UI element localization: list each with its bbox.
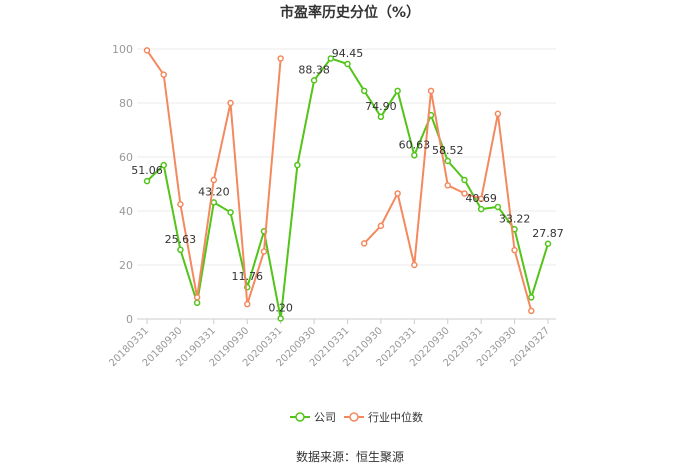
y-tick-label: 80 [119, 97, 133, 110]
data-label: 43.20 [198, 185, 230, 198]
data-label: 60.63 [399, 138, 431, 151]
data-point-industry-median [494, 110, 502, 118]
data-point-industry-median [444, 182, 451, 189]
data-point-company [461, 176, 468, 184]
data-point-industry-median [511, 246, 518, 254]
data-point-company [477, 205, 485, 213]
data-label: 40.69 [465, 192, 497, 205]
data-point-industry-median [360, 240, 368, 247]
legend-item-industry-median: 行业中位数 [344, 410, 423, 424]
data-point-company [360, 87, 368, 95]
data-point-company [494, 203, 502, 211]
data-point-company [444, 157, 451, 165]
data-point-company [294, 161, 301, 169]
legend-label: 行业中位数 [368, 410, 423, 424]
data-point-company [344, 60, 351, 68]
axis-layer: 0204060801002018033120180930201903312019… [107, 43, 552, 369]
data-point-industry-median [411, 261, 418, 269]
data-label: 94.45 [332, 47, 364, 60]
data-point-company [227, 209, 234, 216]
chart-title: 市盈率历史分位（%） [279, 5, 421, 21]
grid-layer [137, 48, 556, 320]
data-point-industry-median [143, 47, 151, 54]
data-point-industry-median [160, 71, 167, 78]
data-point-industry-median [461, 190, 468, 197]
data-point-company [210, 199, 218, 206]
data-source: 数据来源：恒生聚源 [295, 450, 404, 464]
data-point-company [160, 161, 167, 169]
series-layer [143, 47, 552, 322]
data-point-industry-median [193, 294, 201, 301]
data-point-industry-median [477, 195, 485, 203]
legend-marker [295, 412, 305, 422]
data-point-company [411, 152, 418, 159]
data-point-company [544, 240, 552, 248]
data-label: 27.87 [532, 227, 564, 240]
data-point-company [310, 77, 318, 84]
y-tick-label: 20 [119, 259, 133, 272]
data-point-company [327, 55, 335, 62]
y-tick-label: 0 [126, 313, 133, 326]
data-point-company [177, 246, 184, 254]
legend-item-company: 公司 [290, 411, 336, 424]
data-point-industry-median [210, 176, 218, 184]
legend-label: 公司 [314, 411, 336, 424]
data-point-industry-median [394, 190, 401, 197]
data-label: 74.90 [365, 100, 397, 113]
data-point-industry-median [277, 55, 284, 62]
data-point-industry-median [377, 222, 385, 230]
data-point-industry-median [244, 300, 251, 308]
data-label: 33.22 [499, 212, 531, 225]
data-label: 11.76 [232, 270, 264, 283]
y-tick-label: 100 [112, 43, 133, 56]
data-point-industry-median [528, 307, 535, 315]
data-point-industry-median [260, 248, 268, 255]
data-point-company [528, 294, 535, 301]
data-point-industry-median [227, 99, 234, 107]
data-label: 58.52 [432, 144, 464, 157]
data-label: 51.06 [131, 164, 163, 177]
legend: 公司 行业中位数 [290, 410, 423, 424]
y-tick-label: 60 [119, 151, 133, 164]
data-point-company [143, 177, 151, 185]
data-point-company [277, 315, 284, 322]
data-point-company [193, 299, 201, 307]
y-tick-label: 40 [119, 205, 133, 218]
data-point-company [377, 113, 385, 121]
data-label: 25.63 [165, 233, 197, 246]
series-line-industry-median [363, 89, 533, 312]
data-point-industry-median [177, 201, 184, 208]
data-point-company [394, 87, 401, 95]
data-point-industry-median [427, 87, 435, 95]
data-label: 0.20 [268, 301, 293, 314]
data-label: 88.38 [298, 63, 330, 76]
legend-marker [349, 412, 359, 422]
